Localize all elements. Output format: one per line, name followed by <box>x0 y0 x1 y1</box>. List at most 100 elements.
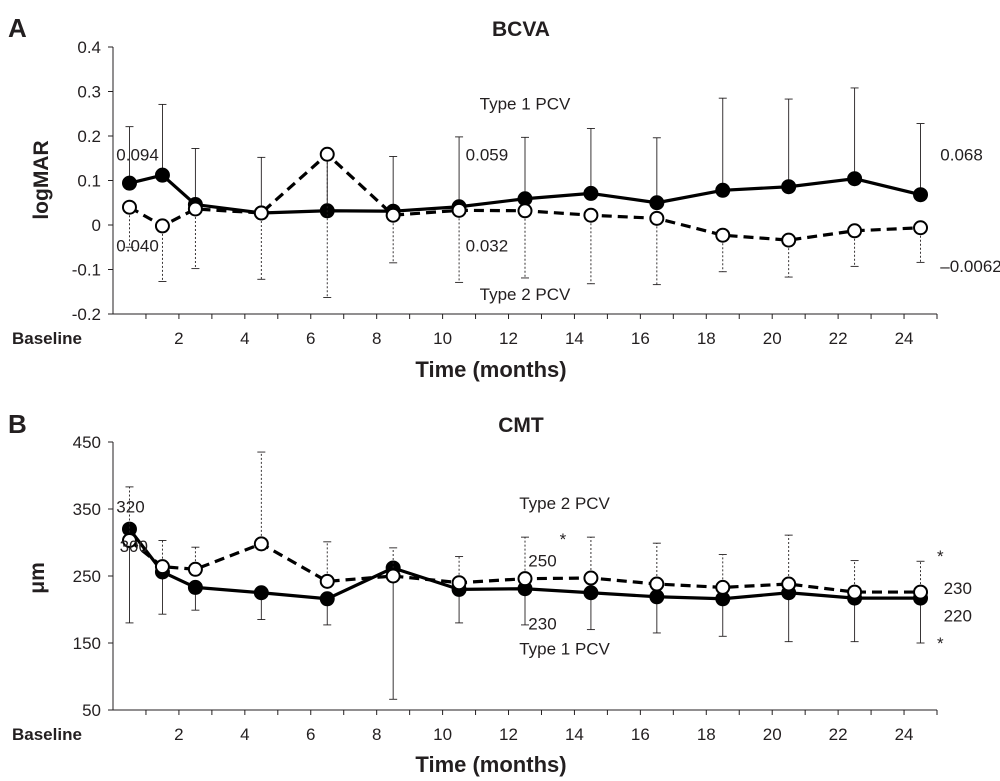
data-point <box>781 576 797 592</box>
series-line <box>128 152 921 242</box>
data-point <box>451 575 467 591</box>
data-point <box>121 175 137 191</box>
y-tick-label: 0 <box>92 216 101 235</box>
x-tick-label: 6 <box>306 725 315 744</box>
data-point <box>649 210 665 226</box>
data-point <box>187 579 203 595</box>
data-label: 320 <box>116 497 144 516</box>
series-line <box>128 528 921 601</box>
data-point <box>319 146 335 162</box>
data-label: 0.032 <box>466 237 509 256</box>
series-line <box>128 539 921 594</box>
data-point <box>583 570 599 586</box>
x-tick-label: 8 <box>372 725 381 744</box>
data-point <box>385 207 401 223</box>
x-tick-label: 20 <box>763 725 782 744</box>
data-label: 0.068 <box>940 145 983 164</box>
data-point <box>847 223 863 239</box>
data-point <box>913 220 929 236</box>
x-tick-label: 2 <box>174 725 183 744</box>
x-tick-label: 12 <box>499 725 518 744</box>
series-name-label: Type 1 PCV <box>480 94 571 113</box>
data-point <box>187 561 203 577</box>
data-point <box>583 207 599 223</box>
x-tick-label: 16 <box>631 725 650 744</box>
y-axis-label: μm <box>26 562 49 594</box>
x-tick-label: 22 <box>829 725 848 744</box>
data-point <box>781 179 797 195</box>
x-tick-label: 16 <box>631 329 650 348</box>
data-point <box>781 232 797 248</box>
data-point <box>319 573 335 589</box>
x-tick-label: 6 <box>306 329 315 348</box>
data-point <box>583 185 599 201</box>
chart-title: CMT <box>498 414 544 437</box>
x-axis-label: Time (months) <box>415 752 566 777</box>
x-tick-label: 10 <box>433 329 452 348</box>
series-type1 <box>121 521 929 700</box>
data-point <box>154 218 170 234</box>
significance-marker: * <box>560 530 567 549</box>
y-tick-label: 0.2 <box>77 127 101 146</box>
x-tick-label: 4 <box>240 725 249 744</box>
y-tick-label: 0.3 <box>77 83 101 102</box>
data-point <box>715 579 731 595</box>
x-tick-label: 24 <box>895 329 914 348</box>
chart-title: BCVA <box>492 18 550 41</box>
data-point <box>649 589 665 605</box>
y-tick-label: -0.1 <box>72 261 101 280</box>
data-label: 230 <box>944 579 972 598</box>
series-type2 <box>121 146 929 298</box>
data-point <box>253 585 269 601</box>
data-label: 230 <box>528 615 556 634</box>
significance-marker: * <box>937 547 944 566</box>
x-axis-label: Time (months) <box>415 357 566 382</box>
y-tick-label: 250 <box>73 567 101 586</box>
data-point <box>517 571 533 587</box>
data-point <box>121 532 137 548</box>
x-tick-label: 20 <box>763 329 782 348</box>
x-tick-label-baseline: Baseline <box>12 329 82 348</box>
x-tick-label: 12 <box>499 329 518 348</box>
data-point <box>154 167 170 183</box>
series-name-label: Type 1 PCV <box>519 639 610 658</box>
series-type2 <box>121 451 929 600</box>
x-tick-label: 4 <box>240 329 249 348</box>
data-label: 300 <box>120 537 148 556</box>
y-tick-label: 150 <box>73 634 101 653</box>
data-point <box>154 559 170 575</box>
data-point <box>847 584 863 600</box>
data-point <box>253 536 269 552</box>
data-point <box>517 203 533 219</box>
series-line <box>129 173 921 215</box>
y-tick-label: 350 <box>73 500 101 519</box>
data-label: 0.094 <box>116 145 159 164</box>
data-point <box>385 568 401 584</box>
data-label: –0.0062 <box>940 257 1000 276</box>
x-tick-label: 14 <box>565 329 584 348</box>
data-point <box>715 182 731 198</box>
data-point <box>649 576 665 592</box>
significance-marker: * <box>937 634 944 653</box>
y-tick-label: 450 <box>73 433 101 452</box>
x-tick-label: 2 <box>174 329 183 348</box>
series-name-label: Type 2 PCV <box>480 285 571 304</box>
x-tick-label: 24 <box>895 725 914 744</box>
x-tick-label-baseline: Baseline <box>12 725 82 744</box>
data-point <box>913 187 929 203</box>
y-axis-label: logMAR <box>30 140 53 219</box>
data-point <box>913 584 929 600</box>
data-point <box>649 195 665 211</box>
data-point <box>253 205 269 221</box>
x-tick-label: 10 <box>433 725 452 744</box>
data-label: 0.040 <box>116 237 159 256</box>
data-point <box>715 227 731 243</box>
data-point <box>121 199 137 215</box>
data-point <box>319 591 335 607</box>
x-tick-label: 14 <box>565 725 584 744</box>
y-tick-label: -0.2 <box>72 305 101 324</box>
y-tick-label: 0.1 <box>77 172 101 191</box>
series-name-label: Type 2 PCV <box>519 494 610 513</box>
